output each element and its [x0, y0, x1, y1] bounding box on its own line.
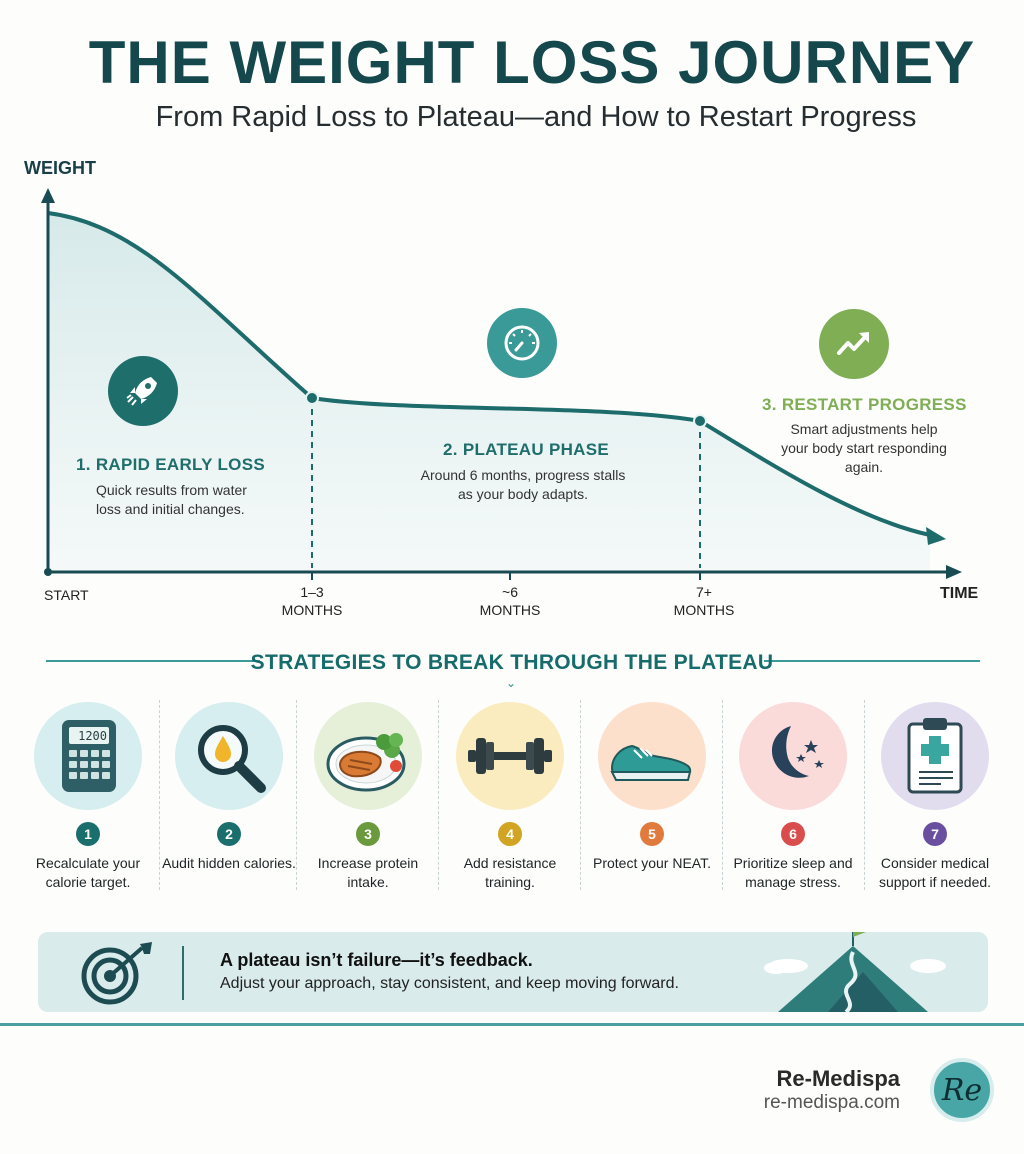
calculator-icon: 1200: [34, 702, 142, 810]
strategy-number-3: 3: [356, 822, 380, 846]
strategy-label-6: Prioritize sleep and manage stress.: [733, 855, 853, 890]
curve-arrowhead: [926, 527, 946, 545]
target-icon: [80, 940, 156, 1011]
strategy-divider: [864, 700, 865, 890]
chevron-down-icon: ⌄: [506, 676, 517, 690]
stage-1-title: 1. RAPID EARLY LOSS: [76, 455, 265, 474]
trending-up-icon: [819, 309, 889, 379]
x-tick-1-3-months: 1–3 MONTHS: [281, 584, 343, 618]
brand-name: Re-Medispa: [776, 1066, 900, 1091]
clipboard-medical-icon: [881, 702, 989, 810]
banner-headline: A plateau isn’t failure—it’s feedback.: [220, 950, 533, 970]
page-subtitle: From Rapid Loss to Plateau—and How to Re…: [155, 101, 917, 133]
strategy-divider: [438, 700, 439, 890]
point-1: [305, 391, 319, 405]
strategy-label-2: Audit hidden calories.: [162, 855, 296, 871]
x-tick-7-months: 7+ MONTHS: [673, 584, 735, 618]
strategy-divider: [159, 700, 160, 890]
brand-url[interactable]: re-medispa.com: [763, 1092, 900, 1113]
stage-3-description: Smart adjustments help your body start r…: [781, 421, 947, 475]
footer-divider: [0, 1023, 1024, 1026]
strategy-number-4: 4: [498, 822, 522, 846]
protein-plate-icon: [314, 702, 422, 810]
stage-2-title: 2. PLATEAU PHASE: [443, 440, 610, 459]
magnifier-drop-icon: [175, 702, 283, 810]
strategy-label-3: Increase protein intake.: [317, 855, 419, 890]
strategy-item-7: 7 Consider medical support if needed.: [865, 702, 1005, 892]
sneaker-icon: [598, 702, 706, 810]
stage-3-title: 3. RESTART PROGRESS: [762, 395, 967, 414]
stage-2-description: Around 6 months, progress stalls as your…: [420, 467, 626, 502]
strategy-number-5: 5: [640, 822, 664, 846]
strategy-divider: [580, 700, 581, 890]
strategy-item-6: 6 Prioritize sleep and manage stress.: [723, 702, 863, 892]
dumbbell-icon: [456, 702, 564, 810]
gauge-icon: [487, 308, 557, 378]
strategy-item-3: 3 Increase protein intake.: [298, 702, 438, 892]
strategy-divider: [722, 700, 723, 890]
y-axis-arrow: [41, 188, 55, 203]
x-axis-label: TIME: [940, 585, 979, 602]
heading-rule-left: [46, 660, 260, 662]
heading-rule-right: [764, 660, 980, 662]
x-axis-arrow: [946, 565, 962, 579]
point-2: [693, 414, 707, 428]
origin-dot: [44, 568, 52, 576]
rocket-icon: [108, 356, 178, 426]
svg-text:1200: 1200: [78, 729, 107, 743]
brand-logo: Re: [930, 1058, 994, 1122]
feedback-banner: A plateau isn’t failure—it’s feedback. A…: [38, 932, 988, 1012]
strategy-number-7: 7: [923, 822, 947, 846]
strategy-number-6: 6: [781, 822, 805, 846]
strategy-item-2: 2 Audit hidden calories.: [159, 702, 299, 873]
y-axis-label: WEIGHT: [24, 158, 96, 178]
mountain-flag-icon: [738, 932, 978, 1012]
x-tick-6-months: ~6 MONTHS: [479, 584, 541, 618]
strategy-item-4: 4 Add resistance training.: [440, 702, 580, 892]
strategy-label-7: Consider medical support if needed.: [878, 855, 992, 890]
strategy-item-5: 5 Protect your NEAT.: [582, 702, 722, 873]
weight-area: [48, 213, 930, 572]
moon-stars-icon: [739, 702, 847, 810]
x-tick-start: START: [44, 587, 89, 603]
strategy-label-1: Recalculate your calorie target.: [35, 855, 141, 890]
strategy-divider: [296, 700, 297, 890]
strategy-number-1: 1: [76, 822, 100, 846]
weight-curve: [47, 211, 931, 537]
stage-1-description: Quick results from water loss and initia…: [96, 482, 247, 517]
strategy-label-5: Protect your NEAT.: [592, 855, 711, 871]
banner-message: Adjust your approach, stay consistent, a…: [220, 975, 679, 992]
strategies-heading: STRATEGIES TO BREAK THROUGH THE PLATEAU: [250, 651, 774, 674]
strategy-label-4: Add resistance training.: [463, 855, 557, 890]
strategy-number-2: 2: [217, 822, 241, 846]
strategy-item-1: 1200 1 Recalculate your calorie target.: [18, 702, 158, 892]
weight-chart: [41, 188, 962, 580]
page-title: THE WEIGHT LOSS JOURNEY: [88, 29, 976, 96]
banner-divider: [182, 946, 184, 1000]
